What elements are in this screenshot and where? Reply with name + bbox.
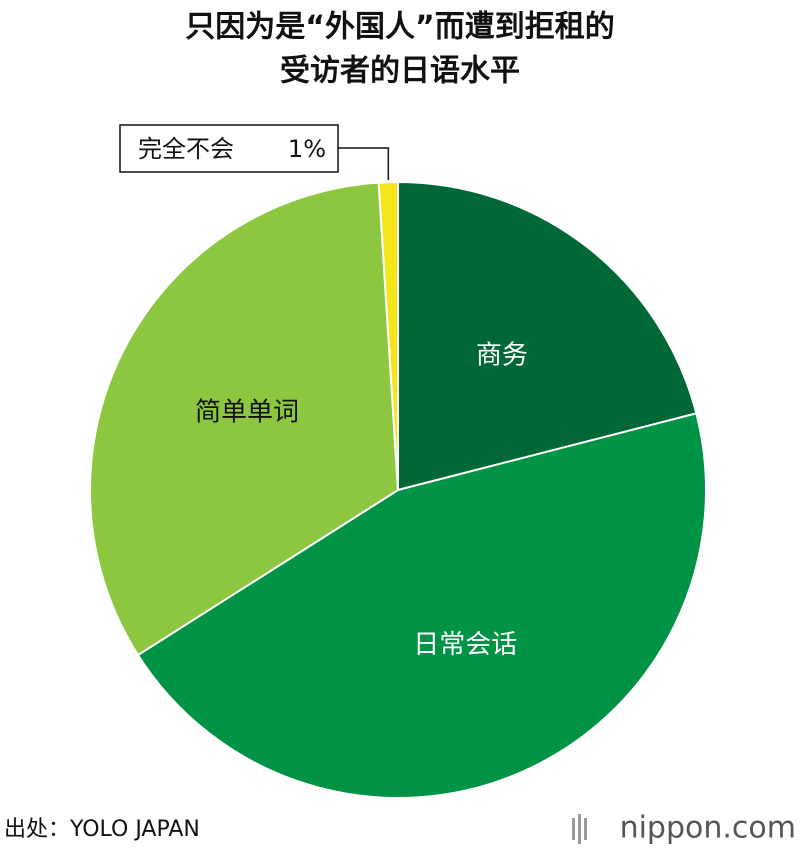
pie-slice — [377, 180, 399, 491]
logo: nippon.com — [572, 811, 796, 846]
slice-label: 简单单词 — [195, 398, 299, 428]
logo-bar — [578, 814, 581, 844]
leader-line — [338, 147, 390, 181]
slice-label: 商务 — [476, 341, 528, 371]
logo-bar — [584, 818, 587, 840]
chart-title: 受访者的日语水平 — [280, 54, 520, 89]
callout-box — [119, 124, 339, 173]
chart-title: 只因为是“外国人”而遭到拒租的 — [185, 10, 614, 45]
pie-slice — [397, 180, 698, 492]
value-label: 1% — [288, 135, 326, 163]
logo-bar — [572, 818, 575, 840]
source: 出处：YOLO JAPAN — [4, 817, 200, 842]
slice-label: 完全不会 — [138, 135, 234, 163]
pie-slice — [136, 412, 707, 799]
pie-slice — [89, 181, 400, 657]
logo-text: nippon.com — [620, 811, 796, 846]
slice-label: 日常会话 — [413, 630, 517, 660]
